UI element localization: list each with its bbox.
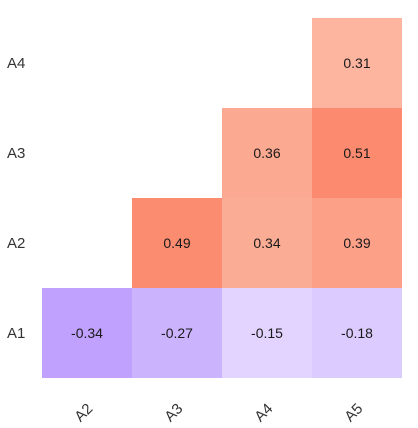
y-tick-label-a2: A2 <box>7 235 25 252</box>
y-axis-tick-labels: A4 A3 A2 A1 <box>7 55 25 342</box>
heatmap-cell-a4-a5 <box>312 18 402 108</box>
heatmap-cell-a2-a4 <box>222 198 312 288</box>
cell-value-label-a1-a2: -0.34 <box>71 325 103 341</box>
heatmap-cells <box>42 18 402 378</box>
heatmap-cell-a1-a4 <box>222 288 312 378</box>
heatmap-cell-labels: 0.31 0.36 0.51 0.49 0.34 0.39 -0.34 -0.27 -0.15 -… <box>71 55 373 341</box>
heatmap-cell-a2-a3 <box>132 198 222 288</box>
cell-value-label-a2-a5: 0.39 <box>343 235 370 251</box>
cell-value-label-a1-a4: -0.15 <box>251 325 283 341</box>
heatmap-cell-a1-a2 <box>42 288 132 378</box>
heatmap-cell-a3-a4 <box>222 108 312 198</box>
y-tick-label-a1: A1 <box>7 325 25 342</box>
heatmap-cell-a3-a5 <box>312 108 402 198</box>
cell-value-label-a3-a5: 0.51 <box>343 145 370 161</box>
heatmap-cell-a1-a3 <box>132 288 222 378</box>
y-tick-label-a3: A3 <box>7 145 25 162</box>
cell-value-label-a2-a4: 0.34 <box>253 235 280 251</box>
cell-value-label-a1-a5: -0.18 <box>341 325 373 341</box>
heatmap-cell-a2-a5 <box>312 198 402 288</box>
cell-value-label-a2-a3: 0.49 <box>163 235 190 251</box>
cell-value-label-a1-a3: -0.27 <box>161 325 193 341</box>
y-tick-label-a4: A4 <box>7 55 25 72</box>
cell-value-label-a4-a5: 0.31 <box>343 55 370 71</box>
heatmap-cell-a1-a5 <box>312 288 402 378</box>
cell-value-label-a3-a4: 0.36 <box>253 145 280 161</box>
